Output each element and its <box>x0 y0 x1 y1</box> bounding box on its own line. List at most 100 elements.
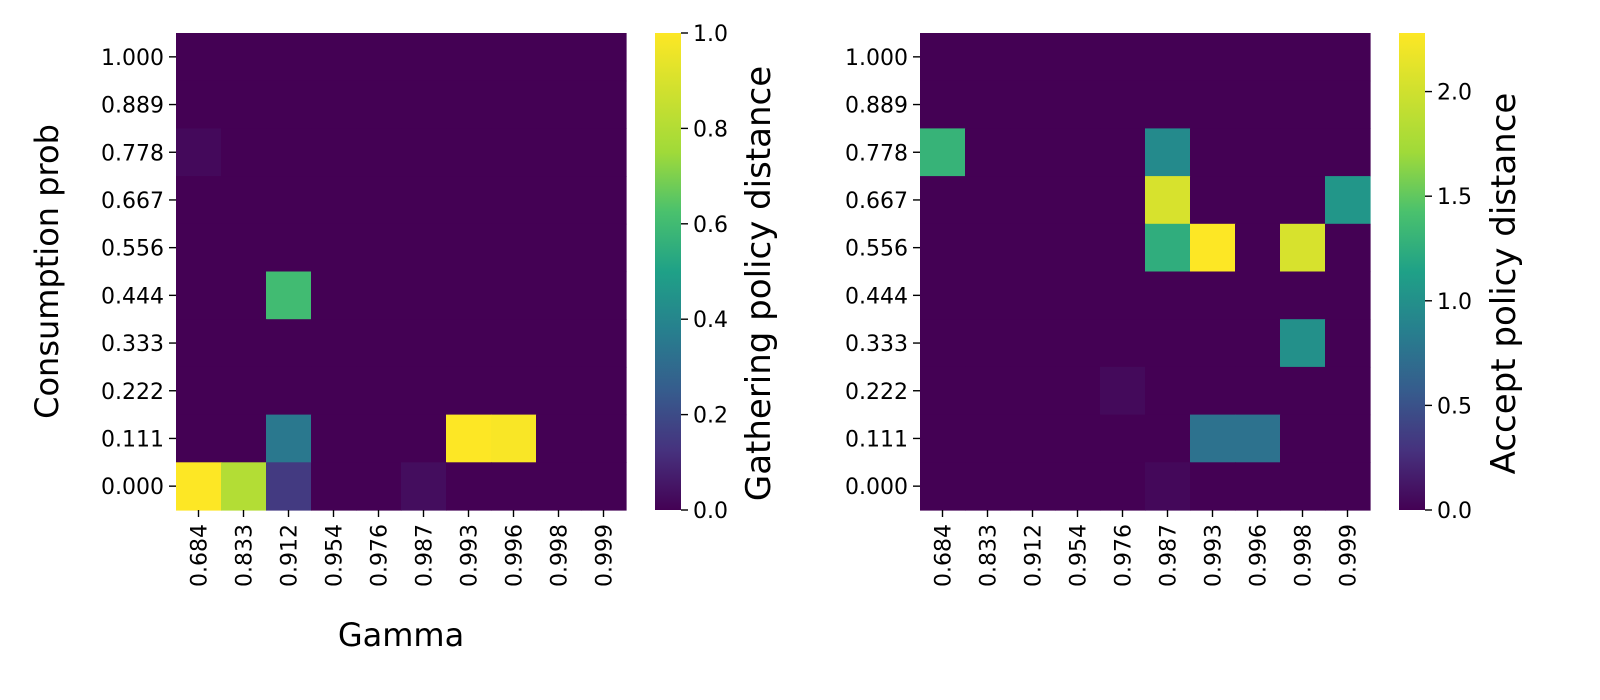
heatmap-cell <box>965 80 1011 129</box>
heatmap-cell <box>536 128 582 177</box>
heatmap-cell <box>920 128 966 177</box>
heatmap-cell <box>965 366 1011 416</box>
heatmap-cell <box>491 223 537 273</box>
heatmap-cell <box>1100 128 1146 177</box>
x-tick-label: 0.987 <box>413 524 438 587</box>
heatmap-cell <box>920 414 966 463</box>
heatmap-cell <box>1235 414 1281 463</box>
y-tick-label: 0.556 <box>101 237 164 262</box>
heatmap-cell <box>536 176 582 225</box>
heatmap-cell <box>1010 176 1056 225</box>
heatmap-cell <box>536 462 582 511</box>
y-tick-label: 0.667 <box>845 189 908 214</box>
heatmap-cell <box>401 366 447 416</box>
heatmap-cell <box>401 128 447 177</box>
heatmap-cell <box>1280 223 1326 273</box>
heatmap-cell <box>1055 80 1101 129</box>
heatmap-cell <box>1100 462 1146 511</box>
heatmap-cell <box>446 80 492 129</box>
heatmap-cell <box>491 80 537 129</box>
heatmap-cell <box>1100 271 1146 320</box>
heatmap-cell <box>1235 33 1281 82</box>
heatmap-cell <box>965 462 1011 511</box>
heatmap-cell <box>221 366 267 416</box>
heatmap-cell <box>965 223 1011 273</box>
heatmap-cell <box>311 128 357 177</box>
x-tick-label: 0.912 <box>278 524 303 587</box>
heatmap-cell <box>1055 33 1101 82</box>
heatmap-cell <box>1055 128 1101 177</box>
heatmap-cell <box>1190 80 1236 129</box>
heatmap-cell <box>1190 462 1236 511</box>
colorbar-tick-label: 0.5 <box>1437 394 1472 419</box>
heatmap-cell <box>401 271 447 320</box>
heatmap-cell <box>1100 176 1146 225</box>
heatmap-cell <box>221 271 267 320</box>
heatmap-cell <box>266 80 312 129</box>
heatmap-cell <box>356 223 402 273</box>
heatmap-cell <box>266 414 312 463</box>
heatmap-cell <box>536 414 582 463</box>
heatmap-cell <box>1325 128 1371 177</box>
heatmap-cell <box>401 80 447 129</box>
heatmap-cell <box>581 462 627 511</box>
colorbar-tick-label: 0.8 <box>693 117 728 142</box>
heatmap-cell <box>1325 414 1371 463</box>
x-tick-label: 0.993 <box>458 524 483 587</box>
heatmap-cell <box>536 33 582 82</box>
heatmap-cell <box>176 80 222 129</box>
heatmap-cell <box>1235 80 1281 129</box>
heatmap-cell <box>176 319 222 368</box>
heatmap-cell <box>965 271 1011 320</box>
heatmap-cell <box>491 319 537 368</box>
heatmap-cell <box>1325 271 1371 320</box>
heatmap-cell <box>221 414 267 463</box>
colorbar-tick-label: 0.6 <box>693 213 728 238</box>
heatmap-cell <box>1235 319 1281 368</box>
heatmap-cell <box>1190 128 1236 177</box>
heatmap-cell <box>491 414 537 463</box>
heatmap-cell <box>1280 176 1326 225</box>
heatmap-cell <box>401 414 447 463</box>
heatmap-cell <box>536 80 582 129</box>
heatmap-cell <box>581 414 627 463</box>
heatmap-cell <box>1280 271 1326 320</box>
heatmap-cell <box>965 176 1011 225</box>
x-tick-label: 0.999 <box>593 524 618 587</box>
heatmap-cell <box>920 33 966 82</box>
heatmap-cell <box>1235 128 1281 177</box>
heatmap-cell <box>1145 414 1191 463</box>
heatmap-cell <box>920 271 966 320</box>
heatmap-cell <box>1325 319 1371 368</box>
heatmap-cell <box>1235 366 1281 416</box>
heatmap-cell <box>176 271 222 320</box>
heatmap-cell <box>1100 319 1146 368</box>
heatmap-cell <box>536 319 582 368</box>
heatmap-cell <box>536 366 582 416</box>
heatmap-cell <box>536 223 582 273</box>
heatmap-cell <box>1010 80 1056 129</box>
heatmap-cell <box>356 33 402 82</box>
heatmap-cell <box>176 128 222 177</box>
heatmap-cell <box>1190 414 1236 463</box>
x-tick-label: 0.987 <box>1157 524 1182 587</box>
heatmap-cell <box>1010 319 1056 368</box>
heatmap-cell <box>1100 33 1146 82</box>
x-tick-label: 0.996 <box>1247 524 1272 587</box>
x-tick-label: 0.912 <box>1022 524 1047 587</box>
x-tick-label: 0.684 <box>188 524 213 587</box>
x-tick-label: 0.998 <box>548 524 573 587</box>
heatmap-cell <box>1010 366 1056 416</box>
heatmap-cell <box>446 414 492 463</box>
heatmap-cell <box>446 223 492 273</box>
heatmap-cell <box>1325 366 1371 416</box>
y-tick-label: 0.222 <box>845 380 908 405</box>
heatmap-cell <box>491 271 537 320</box>
x-tick-label: 0.999 <box>1337 524 1362 587</box>
heatmap-cell <box>176 366 222 416</box>
y-tick-label: 0.111 <box>845 427 908 452</box>
heatmap-cell <box>1145 319 1191 368</box>
heatmap-cell <box>1145 271 1191 320</box>
x-tick-label: 0.996 <box>503 524 528 587</box>
y-tick-label: 0.778 <box>101 141 164 166</box>
